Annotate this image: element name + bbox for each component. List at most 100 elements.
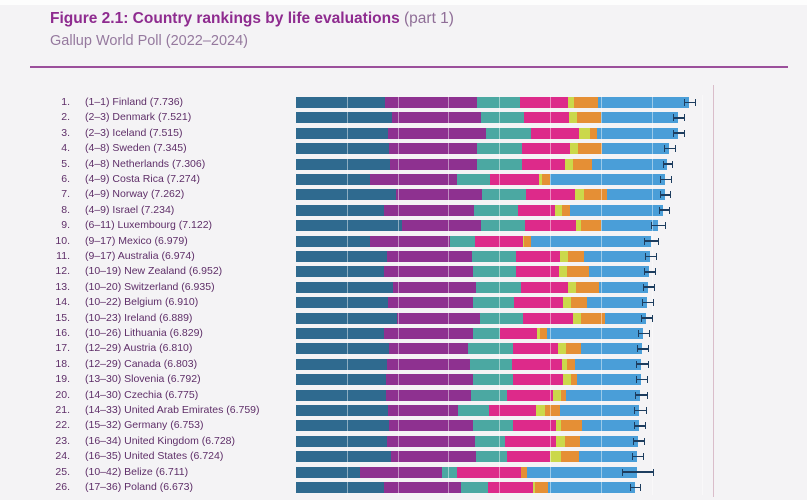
- error-bar: [632, 453, 645, 461]
- error-bar: [636, 360, 649, 368]
- country-label: (4–8) Sweden (7.345): [85, 142, 187, 155]
- bar-segment-4: [554, 204, 563, 216]
- rank-number: 1.: [61, 96, 70, 108]
- life-evaluations-bar-chart: 1. (1–1) Finland (7.736) 2. (2–3) Denmark (…: [0, 85, 807, 500]
- bar-segment-0: [296, 235, 371, 247]
- error-bar: [651, 222, 667, 230]
- rank-number: 16.: [55, 327, 70, 339]
- bar-segment-5: [570, 297, 587, 309]
- bar-segment-4: [557, 343, 566, 355]
- rank-number: 23.: [55, 434, 70, 447]
- bar-segment-1: [392, 281, 477, 293]
- bar-segment-6: [546, 328, 643, 339]
- bar-segment-3: [518, 204, 555, 216]
- bar-segment-0: [296, 297, 388, 309]
- bar-segment-6: [601, 220, 658, 232]
- country-label: (1–1) Finland (7.736): [85, 96, 184, 108]
- x-gridline: [397, 95, 399, 495]
- country-row: 23. (16–34) United Kingdom (6.728): [0, 434, 807, 449]
- country-row: 8. (4–9) Israel (7.234): [0, 203, 807, 218]
- bar-segment-0: [296, 174, 371, 185]
- error-bar: [621, 468, 655, 476]
- country-label: (9–17) Mexico (6.979): [85, 234, 188, 247]
- bar-segment-5: [524, 235, 532, 247]
- stacked-bar: [296, 158, 668, 170]
- bar-segment-3: [506, 389, 553, 401]
- x-gridline: [600, 95, 602, 495]
- bar-segment-5: [575, 281, 599, 293]
- bar-segment-5: [570, 374, 577, 386]
- bar-segment-1: [370, 174, 458, 185]
- bar-segment-4: [568, 112, 577, 124]
- bar-segment-5: [566, 358, 575, 370]
- stacked-bar: [296, 451, 638, 463]
- bar-segment-1: [360, 466, 442, 478]
- bar-segment-6: [596, 127, 678, 139]
- country-row: 22. (15–32) Germany (6.753): [0, 418, 807, 433]
- bar-segment-0: [296, 189, 396, 201]
- bar-segment-2: [469, 358, 512, 370]
- bar-segment-1: [383, 328, 473, 339]
- figure-title-main: Figure 2.1: Country rankings by life eva…: [50, 10, 400, 27]
- bar-segment-3: [524, 220, 577, 232]
- bar-segment-6: [574, 358, 642, 370]
- bar-segment-5: [542, 174, 551, 185]
- rank-number: 11.: [56, 250, 70, 262]
- bar-segment-4: [560, 251, 569, 262]
- bar-segment-1: [387, 405, 459, 416]
- country-label: (4–9) Costa Rica (7.274): [85, 173, 200, 185]
- bar-segment-6: [586, 297, 647, 309]
- bar-segment-0: [296, 358, 387, 370]
- error-bar: [632, 437, 645, 445]
- rank-number: 24.: [55, 450, 70, 463]
- stacked-bar: [296, 97, 690, 108]
- bar-segment-2: [477, 158, 523, 170]
- bar-segment-2: [474, 435, 505, 447]
- bar-segment-2: [476, 143, 522, 155]
- error-bar: [633, 422, 646, 430]
- bar-segment-6: [576, 374, 641, 386]
- bar-segment-5: [573, 158, 592, 170]
- bar-segment-2: [472, 266, 517, 278]
- bar-segment-6: [560, 405, 640, 416]
- bar-segment-0: [296, 112, 392, 124]
- bar-segment-5: [576, 112, 601, 124]
- stacked-bar: [296, 266, 650, 278]
- country-row: 16. (10–26) Lithuania (6.829): [0, 326, 807, 341]
- bar-segment-1: [388, 343, 469, 355]
- error-bar: [660, 176, 673, 183]
- stacked-bar: [296, 358, 642, 370]
- error-bar: [637, 330, 651, 337]
- bar-segment-2: [457, 174, 491, 185]
- bar-segment-3: [490, 174, 540, 185]
- bar-segment-3: [521, 143, 571, 155]
- bar-segment-1: [396, 312, 481, 324]
- country-label: (16–35) United States (6.724): [85, 450, 224, 463]
- country-label: (4–9) Israel (7.234): [85, 203, 175, 216]
- stacked-bar: [296, 297, 647, 309]
- bar-segment-3: [511, 358, 562, 370]
- rank-number: 17.: [55, 342, 70, 355]
- error-bar: [635, 391, 648, 399]
- page-top-edge: [0, 0, 807, 5]
- bar-segment-0: [296, 466, 360, 478]
- bar-segment-0: [296, 204, 384, 216]
- bar-segment-3: [521, 281, 568, 293]
- bar-segment-0: [296, 220, 402, 232]
- bar-segment-4: [562, 297, 571, 309]
- country-label: (10–26) Lithuania (6.829): [85, 327, 203, 339]
- bar-segment-4: [570, 143, 578, 155]
- country-label: (10–22) Belgium (6.910): [85, 296, 199, 309]
- bar-segment-1: [370, 235, 450, 247]
- figure-header: Figure 2.1: Country rankings by life eva…: [50, 9, 454, 51]
- error-bar: [644, 253, 658, 260]
- country-row: 26. (17–36) Poland (6.673): [0, 480, 807, 495]
- bar-segment-0: [296, 405, 388, 416]
- stacked-bar: [296, 312, 646, 324]
- bar-segment-0: [296, 266, 384, 278]
- bar-segment-1: [388, 143, 477, 155]
- error-bar: [643, 268, 657, 276]
- bar-segment-6: [598, 281, 649, 293]
- country-label: (9–17) Australia (6.974): [85, 250, 195, 262]
- error-bar: [684, 99, 697, 106]
